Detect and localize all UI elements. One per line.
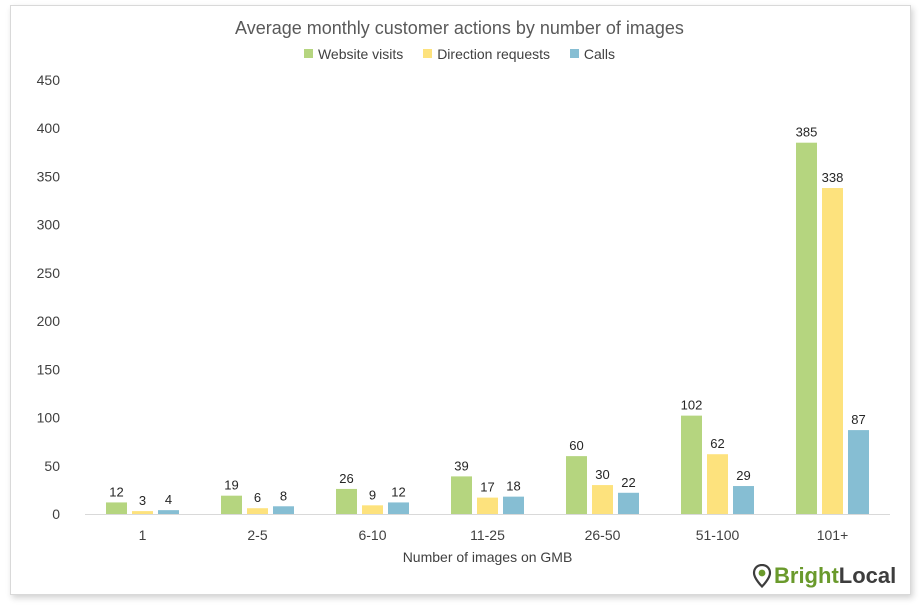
y-tick-label: 400 bbox=[37, 120, 61, 136]
data-label: 12 bbox=[109, 484, 123, 499]
legend-swatch-direction-requests bbox=[423, 49, 433, 58]
legend-swatch-website-visits bbox=[303, 49, 313, 58]
data-label: 22 bbox=[621, 475, 635, 490]
x-tick-label: 101+ bbox=[817, 527, 849, 543]
data-label: 29 bbox=[736, 468, 750, 483]
x-tick-label: 26-50 bbox=[585, 527, 621, 543]
bar bbox=[451, 476, 472, 514]
x-tick-label: 6-10 bbox=[358, 527, 386, 543]
brand-name-bright: Bright bbox=[774, 563, 839, 588]
y-tick-label: 0 bbox=[52, 506, 60, 522]
bar bbox=[592, 485, 613, 514]
bar bbox=[822, 188, 843, 515]
bar bbox=[158, 510, 179, 514]
x-axis-title: Number of images on GMB bbox=[403, 549, 573, 565]
brand-name-local: Local bbox=[838, 563, 897, 588]
bar bbox=[477, 497, 498, 514]
legend-item-calls: Calls bbox=[569, 45, 616, 62]
data-label: 30 bbox=[595, 467, 609, 482]
data-label: 338 bbox=[822, 170, 844, 185]
x-axis: 1 2-5 6-10 11-25 26-50 51-100 101+ bbox=[139, 527, 849, 543]
bar bbox=[221, 495, 242, 514]
y-tick-label: 150 bbox=[37, 361, 61, 377]
y-tick-label: 200 bbox=[37, 313, 61, 329]
data-label: 87 bbox=[851, 412, 865, 427]
legend-item-direction-requests: Direction requests bbox=[423, 46, 550, 62]
bar bbox=[362, 505, 383, 514]
bar bbox=[566, 456, 587, 514]
data-label: 60 bbox=[569, 438, 583, 453]
y-axis: 0 50 100 150 200 250 300 350 400 450 bbox=[37, 72, 61, 522]
chart-legend: Website visits Direction requests Calls bbox=[0, 45, 919, 62]
legend-label-calls: Calls bbox=[583, 45, 616, 62]
bar bbox=[707, 454, 728, 514]
data-label: 3 bbox=[139, 493, 146, 508]
data-label: 17 bbox=[480, 480, 494, 495]
data-label: 19 bbox=[224, 478, 238, 493]
bar bbox=[273, 506, 294, 514]
y-tick-label: 50 bbox=[44, 458, 60, 474]
y-tick-label: 300 bbox=[37, 217, 61, 233]
bar bbox=[336, 488, 357, 514]
data-label: 102 bbox=[681, 398, 703, 413]
x-tick-label: 51-100 bbox=[696, 527, 740, 543]
y-tick-label: 350 bbox=[37, 168, 61, 184]
x-tick-label: 1 bbox=[139, 527, 147, 543]
bar bbox=[388, 502, 409, 514]
map-pin-icon bbox=[752, 564, 772, 588]
chart-title: Average monthly customer actions by numb… bbox=[235, 18, 684, 38]
bars: 12 3 4 19 6 8 26 9 12 39 17 18 60 30 22 102 62 29 385 338 87 bbox=[106, 125, 869, 515]
data-label: 6 bbox=[254, 490, 261, 505]
data-label: 62 bbox=[710, 436, 724, 451]
y-tick-label: 250 bbox=[37, 265, 61, 281]
legend-label-website-visits: Website visits bbox=[317, 45, 404, 62]
bar bbox=[106, 502, 127, 514]
data-label: 18 bbox=[506, 479, 520, 494]
data-label: 4 bbox=[165, 492, 172, 507]
bar bbox=[132, 511, 153, 514]
data-label: 26 bbox=[339, 471, 353, 486]
y-tick-label: 100 bbox=[37, 410, 61, 426]
bar bbox=[733, 486, 754, 514]
brightlocal-logo: Bright Local bbox=[752, 563, 896, 589]
y-tick-label: 450 bbox=[37, 72, 61, 88]
bar bbox=[681, 415, 702, 514]
bar bbox=[848, 430, 869, 514]
x-tick-label: 11-25 bbox=[470, 527, 505, 543]
data-label: 385 bbox=[796, 125, 818, 140]
bar bbox=[796, 142, 817, 514]
bar bbox=[618, 492, 639, 514]
data-label: 39 bbox=[454, 458, 468, 473]
legend-swatch-calls bbox=[569, 49, 579, 58]
data-label: 12 bbox=[391, 484, 405, 499]
bar bbox=[503, 496, 524, 514]
data-label: 9 bbox=[369, 487, 376, 502]
x-tick-label: 2-5 bbox=[247, 527, 267, 543]
data-label: 8 bbox=[280, 488, 287, 503]
legend-item-website-visits: Website visits bbox=[303, 45, 404, 62]
legend-label-direction-requests: Direction requests bbox=[437, 45, 551, 62]
bar bbox=[247, 508, 268, 514]
